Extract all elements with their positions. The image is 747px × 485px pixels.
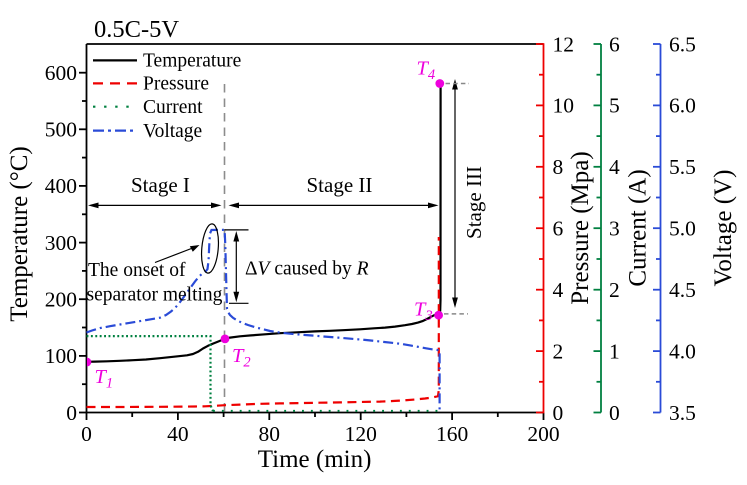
svg-text:1: 1 xyxy=(609,339,620,363)
svg-text:5.5: 5.5 xyxy=(669,155,696,179)
svg-text:4: 4 xyxy=(609,155,620,179)
svg-text:Voltage: Voltage xyxy=(143,121,202,142)
svg-text:300: 300 xyxy=(45,231,77,255)
svg-text:separator melting: separator melting xyxy=(87,285,223,306)
svg-text:200: 200 xyxy=(45,288,77,312)
svg-text:12: 12 xyxy=(553,32,575,56)
svg-text:Current (A): Current (A) xyxy=(625,169,652,286)
svg-text:2: 2 xyxy=(609,278,620,302)
svg-text:6: 6 xyxy=(609,32,620,56)
svg-text:Current: Current xyxy=(143,97,203,118)
svg-text:100: 100 xyxy=(45,344,77,368)
svg-text:0: 0 xyxy=(66,401,77,425)
svg-text:0: 0 xyxy=(81,422,92,446)
svg-text:10: 10 xyxy=(553,94,575,118)
svg-text:5.0: 5.0 xyxy=(669,217,696,241)
svg-text:Stage III: Stage III xyxy=(462,166,486,239)
svg-text:3.5: 3.5 xyxy=(669,401,696,425)
svg-text:ΔV caused by R: ΔV caused by R xyxy=(245,258,369,279)
svg-text:5: 5 xyxy=(609,94,620,118)
svg-text:600: 600 xyxy=(45,61,77,85)
svg-text:Pressure (Mpa): Pressure (Mpa) xyxy=(567,151,594,304)
svg-text:200: 200 xyxy=(527,422,559,446)
svg-text:0: 0 xyxy=(553,401,564,425)
svg-text:4: 4 xyxy=(553,278,564,302)
svg-text:0: 0 xyxy=(609,401,620,425)
svg-text:0.5C-5V: 0.5C-5V xyxy=(94,16,179,43)
svg-text:Stage II: Stage II xyxy=(307,173,373,197)
svg-text:4.5: 4.5 xyxy=(669,278,696,302)
svg-text:Pressure: Pressure xyxy=(143,74,209,95)
svg-text:2: 2 xyxy=(553,339,564,363)
svg-text:Stage I: Stage I xyxy=(131,173,190,197)
svg-text:6: 6 xyxy=(553,217,564,241)
svg-text:6.0: 6.0 xyxy=(669,94,696,118)
svg-text:Voltage (V): Voltage (V) xyxy=(710,170,737,287)
svg-text:4.0: 4.0 xyxy=(669,339,696,363)
svg-text:Temperature: Temperature xyxy=(143,51,241,72)
svg-text:80: 80 xyxy=(259,422,281,446)
svg-text:8: 8 xyxy=(553,155,564,179)
svg-text:40: 40 xyxy=(167,422,189,446)
svg-text:160: 160 xyxy=(436,422,468,446)
svg-text:Temperature (°C): Temperature (°C) xyxy=(6,146,33,322)
svg-text:120: 120 xyxy=(345,422,377,446)
svg-text:3: 3 xyxy=(609,217,620,241)
svg-text:Time (min): Time (min) xyxy=(258,446,372,473)
svg-text:400: 400 xyxy=(45,174,77,198)
svg-text:The onset of: The onset of xyxy=(88,260,186,281)
svg-text:500: 500 xyxy=(45,118,77,142)
svg-text:6.5: 6.5 xyxy=(669,32,696,56)
